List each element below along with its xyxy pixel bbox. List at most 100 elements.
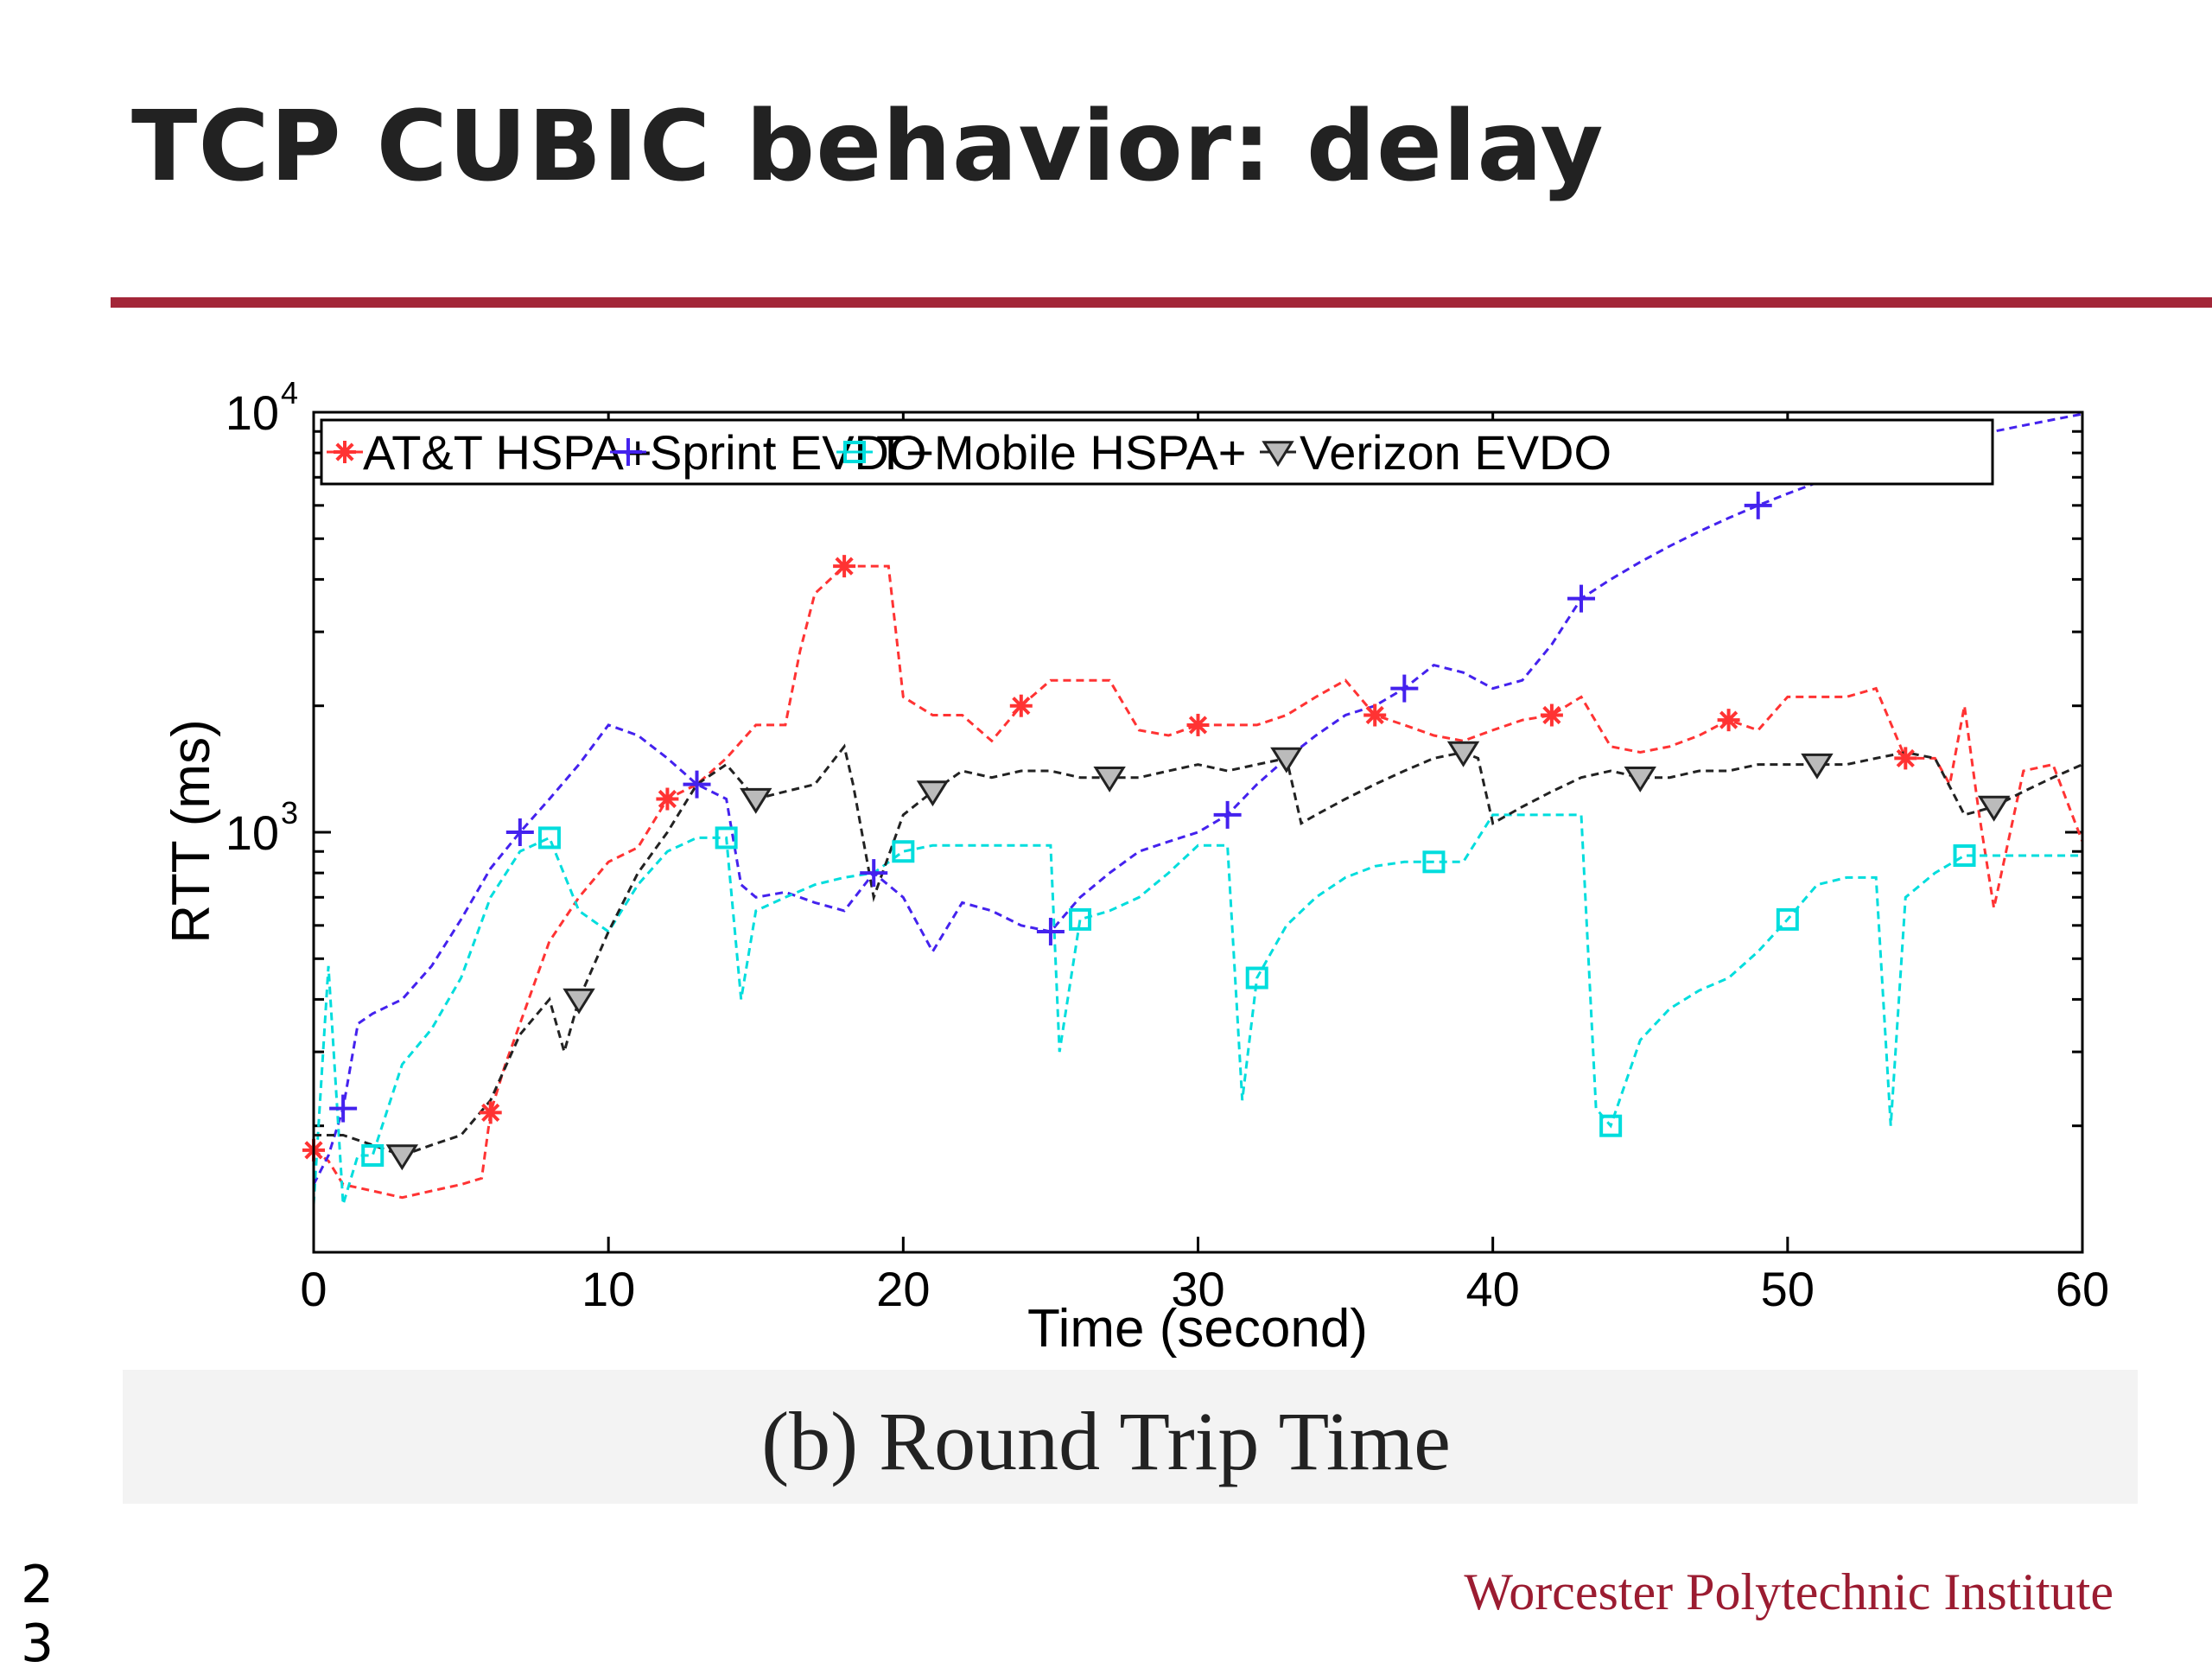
data-point <box>833 555 856 578</box>
triangle-shape <box>1977 795 2011 822</box>
square-shape <box>1776 907 1799 931</box>
asterisk-stroke <box>335 442 354 461</box>
data-point <box>1567 584 1596 613</box>
data-point <box>1717 709 1740 732</box>
data-point <box>892 840 915 863</box>
square-shape <box>1422 850 1446 874</box>
data-point <box>1009 694 1033 717</box>
data-point <box>1744 491 1772 519</box>
series-markers <box>302 491 2011 1171</box>
legend-entry: T−Mobile HSPA+ <box>836 425 1246 480</box>
data-point <box>1953 843 1976 867</box>
square-shape <box>1069 907 1092 931</box>
x-tick-labels: 0 10 20 30 40 50 60 <box>300 1262 2109 1316</box>
asterisk-stroke <box>1012 697 1031 716</box>
triangle-shape <box>385 1144 419 1171</box>
data-point <box>1776 907 1799 931</box>
triangle-shape <box>916 780 950 807</box>
asterisk-stroke <box>1719 710 1738 729</box>
asterisk-stroke <box>1896 748 1915 768</box>
square-shape <box>892 840 915 863</box>
data-point <box>740 787 772 814</box>
y-axis-label: RTT (ms) <box>162 719 221 943</box>
x-tick-label: 10 <box>582 1262 635 1316</box>
triangle-shape <box>1801 753 1834 780</box>
triangle-shape <box>1624 766 1656 792</box>
square-shape <box>361 1144 385 1168</box>
x-tick-label: 50 <box>1761 1262 1815 1316</box>
data-point <box>1036 917 1065 945</box>
square-shape <box>715 826 738 850</box>
triangle-shape <box>1093 766 1126 792</box>
x-tick-label: 60 <box>2056 1262 2109 1316</box>
data-point <box>1977 795 2011 822</box>
legend-entry: Verizon EVDO <box>1260 425 1611 480</box>
data-point <box>683 770 711 799</box>
data-point <box>1894 747 1917 770</box>
data-point <box>1186 713 1210 736</box>
legend-label: Sprint EVDO <box>650 425 927 480</box>
asterisk-stroke <box>835 557 854 576</box>
series-lines <box>314 412 2082 1206</box>
legend-label: AT&T HSPA+ <box>363 425 652 480</box>
data-point <box>860 859 888 888</box>
legend-marker <box>1262 441 1294 468</box>
data-point <box>1093 766 1126 792</box>
data-point <box>361 1144 385 1168</box>
data-point <box>1422 850 1446 874</box>
data-point <box>1540 703 1563 727</box>
slide-title: TCP CUBIC behavior: delay <box>131 91 1605 203</box>
x-tick-label: 20 <box>876 1262 930 1316</box>
data-point <box>1624 766 1656 792</box>
triangle-shape <box>1446 741 1480 767</box>
series-line-1 <box>314 412 2082 1186</box>
series-line-0 <box>314 564 2082 1200</box>
data-point <box>1213 800 1242 829</box>
figure-background <box>123 1370 2138 1504</box>
x-tick-label: 0 <box>300 1262 327 1316</box>
asterisk-stroke <box>1542 705 1561 725</box>
institution-name: Worcester Polytechnic Institute <box>1464 1563 2113 1620</box>
y-tick-label-base: 10 <box>226 385 279 440</box>
data-point <box>916 780 950 807</box>
triangle-shape <box>563 988 595 1015</box>
square-shape <box>843 441 866 463</box>
y-tick-label: 10 4 <box>226 375 298 440</box>
data-point <box>715 826 738 850</box>
data-point <box>329 1094 358 1123</box>
legend-label: Verizon EVDO <box>1300 425 1611 480</box>
legend-marker <box>614 438 642 466</box>
data-point <box>1245 966 1268 990</box>
x-axis-label: Time (second) <box>1027 1299 1368 1359</box>
title-divider <box>111 297 2212 308</box>
y-tick-label: 10 3 <box>226 795 298 860</box>
asterisk-stroke <box>481 1103 500 1123</box>
plot-area <box>314 412 2082 1252</box>
triangle-shape <box>1270 747 1303 773</box>
data-point <box>537 826 561 850</box>
data-point <box>1801 753 1834 780</box>
legend-marker <box>334 441 356 463</box>
y-tick-label-base: 10 <box>226 805 279 860</box>
figure-caption: (b) Round Trip Time <box>761 1395 1451 1487</box>
y-tick-label-exponent: 4 <box>281 375 298 411</box>
square-shape <box>1953 843 1976 867</box>
data-point <box>1069 907 1092 931</box>
data-point <box>656 787 679 811</box>
legend-marker <box>843 441 866 463</box>
data-point <box>1446 741 1480 767</box>
triangle-shape <box>1262 441 1294 468</box>
series-line-3 <box>314 743 2082 1157</box>
data-point <box>1363 703 1387 727</box>
asterisk-stroke <box>1365 705 1384 725</box>
data-point <box>385 1144 419 1171</box>
asterisk-stroke <box>658 789 677 809</box>
data-point <box>479 1101 502 1124</box>
triangle-shape <box>740 787 772 814</box>
legend-label: T−Mobile HSPA+ <box>876 425 1246 480</box>
legend-box <box>320 418 1994 486</box>
data-point <box>1390 674 1419 703</box>
